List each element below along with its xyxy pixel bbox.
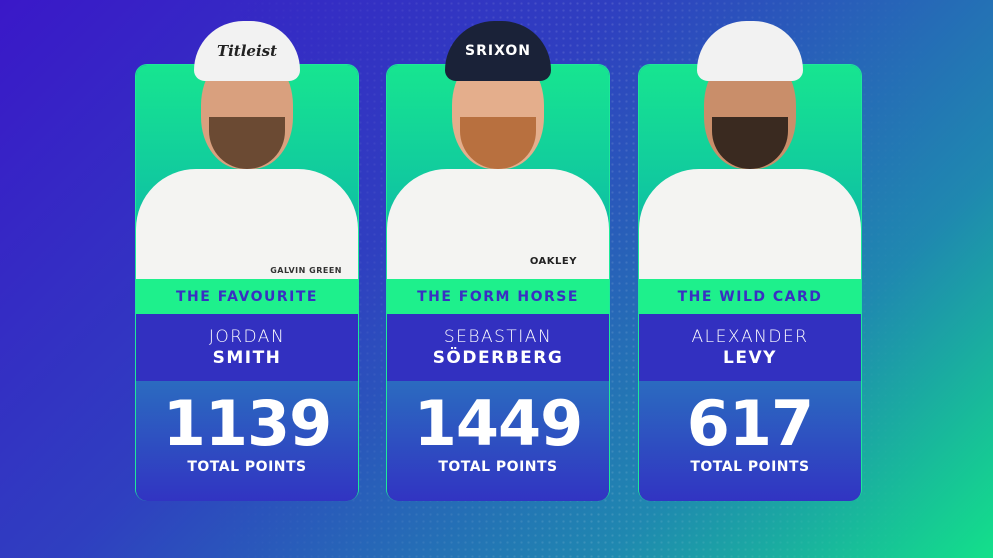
card-category-label: THE FAVOURITE xyxy=(136,279,358,314)
points-panel: 1139 TOTAL POINTS xyxy=(136,381,358,501)
player-head xyxy=(695,21,805,169)
player-card: THE WILD CARD ALEXANDER LEVY 617 TOTAL P… xyxy=(638,21,862,501)
player-last-name: SMITH xyxy=(212,348,282,368)
player-last-name: SÖDERBERG xyxy=(432,348,564,368)
player-photo: OAKLEY xyxy=(387,65,609,279)
player-head: Titleist xyxy=(192,21,302,169)
player-cap: Titleist xyxy=(194,21,300,81)
player-cap xyxy=(697,21,803,81)
total-points-label: TOTAL POINTS xyxy=(690,459,810,475)
player-cap: SRIXON xyxy=(445,21,551,81)
player-name: SEBASTIAN SÖDERBERG xyxy=(387,314,609,381)
total-points-value: 1139 xyxy=(162,387,333,460)
player-name: JORDAN SMITH xyxy=(136,314,358,381)
card-category-label: THE FORM HORSE xyxy=(387,279,609,314)
shirt-logo-text: GALVIN GREEN xyxy=(270,266,342,275)
shirt-logo-text: OAKLEY xyxy=(529,256,577,267)
points-panel: 1449 TOTAL POINTS xyxy=(387,381,609,501)
player-card: GALVIN GREEN Titleist THE FAVOURITE JORD… xyxy=(135,21,359,501)
player-card: OAKLEY SRIXON THE FORM HORSE SEBASTIAN S… xyxy=(386,21,610,501)
total-points-value: 617 xyxy=(686,387,814,460)
player-shirt: GALVIN GREEN xyxy=(136,169,358,279)
total-points-label: TOTAL POINTS xyxy=(187,459,307,475)
card-category-label: THE WILD CARD xyxy=(639,279,861,314)
total-points-label: TOTAL POINTS xyxy=(438,459,558,475)
player-name: ALEXANDER LEVY xyxy=(639,314,861,381)
cap-logo-text: SRIXON xyxy=(465,43,531,59)
total-points-value: 1449 xyxy=(413,387,584,460)
player-first-name: JORDAN xyxy=(208,327,286,347)
points-panel: 617 TOTAL POINTS xyxy=(639,381,861,501)
player-head: SRIXON xyxy=(443,21,553,169)
player-last-name: LEVY xyxy=(723,348,777,368)
player-shirt xyxy=(639,169,861,279)
player-first-name: ALEXANDER xyxy=(691,327,809,347)
cap-logo-text: Titleist xyxy=(216,42,278,60)
player-first-name: SEBASTIAN xyxy=(443,327,553,347)
player-shirt: OAKLEY xyxy=(387,169,609,279)
